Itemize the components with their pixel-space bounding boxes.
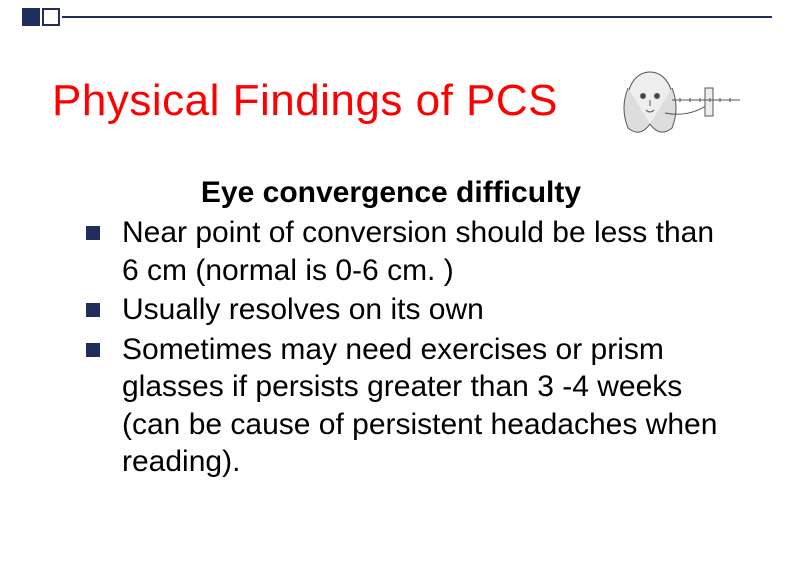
- convergence-test-illustration: [610, 58, 750, 158]
- bullet-list: Near point of conversion should be less …: [86, 214, 726, 481]
- slide-subtitle: Eye convergence difficulty: [56, 176, 726, 210]
- decor-square-outline: [42, 8, 60, 26]
- content-area: Eye convergence difficulty Near point of…: [86, 176, 726, 483]
- decor-square-filled: [22, 8, 40, 26]
- bullet-item: Usually resolves on its own: [86, 291, 726, 329]
- slide-title: Physical Findings of PCS: [52, 76, 558, 126]
- decor-line: [62, 16, 772, 18]
- bullet-item: Near point of conversion should be less …: [86, 214, 726, 289]
- bullet-item: Sometimes may need exercises or prism gl…: [86, 331, 726, 481]
